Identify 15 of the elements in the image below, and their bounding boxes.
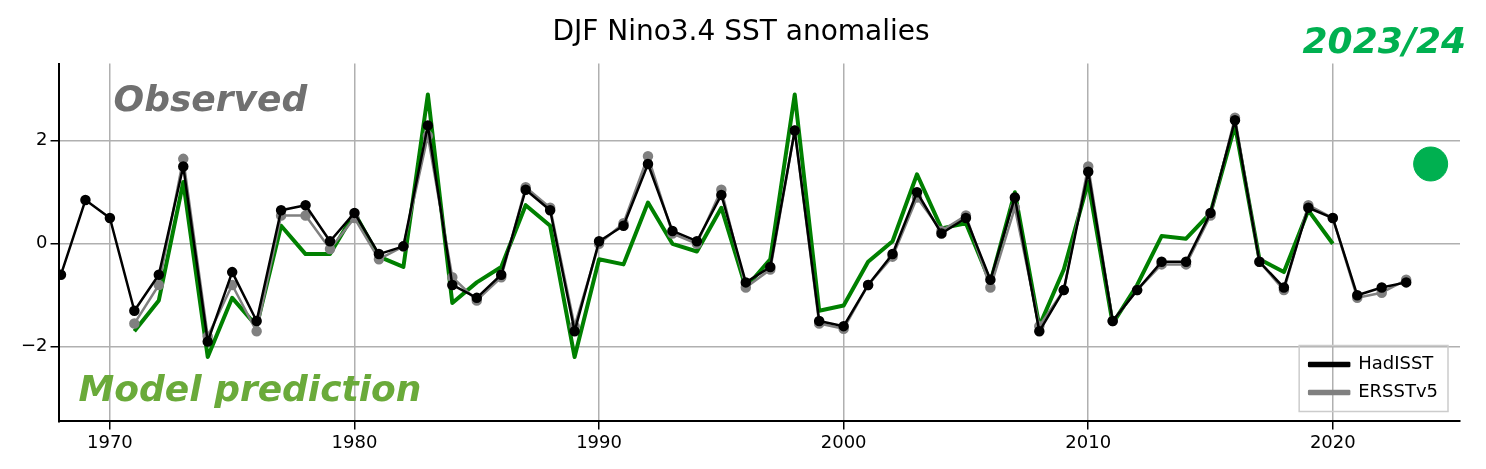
annotation: Observed — [113, 77, 309, 119]
x-tick-label: 1970 — [86, 430, 133, 452]
y-tick-label: −2 — [20, 334, 48, 356]
legend-label: HadISST — [1358, 352, 1435, 374]
x-tick-label: 1990 — [576, 430, 622, 452]
text: 2023/24 — [1302, 19, 1466, 61]
x-tick-label: 2000 — [820, 430, 867, 452]
x-tick-label: 2010 — [1065, 430, 1112, 452]
annotation: Model prediction — [78, 367, 422, 409]
x-tick-label: 2020 — [1309, 430, 1356, 452]
legend-label: ERSSTv5 — [1358, 380, 1439, 402]
y-tick-label: 2 — [36, 128, 48, 150]
x-tick-label: 1980 — [331, 430, 378, 452]
y-tick-label: 0 — [36, 231, 48, 253]
chart-title: DJF Nino3.4 SST anomalies — [552, 14, 930, 48]
